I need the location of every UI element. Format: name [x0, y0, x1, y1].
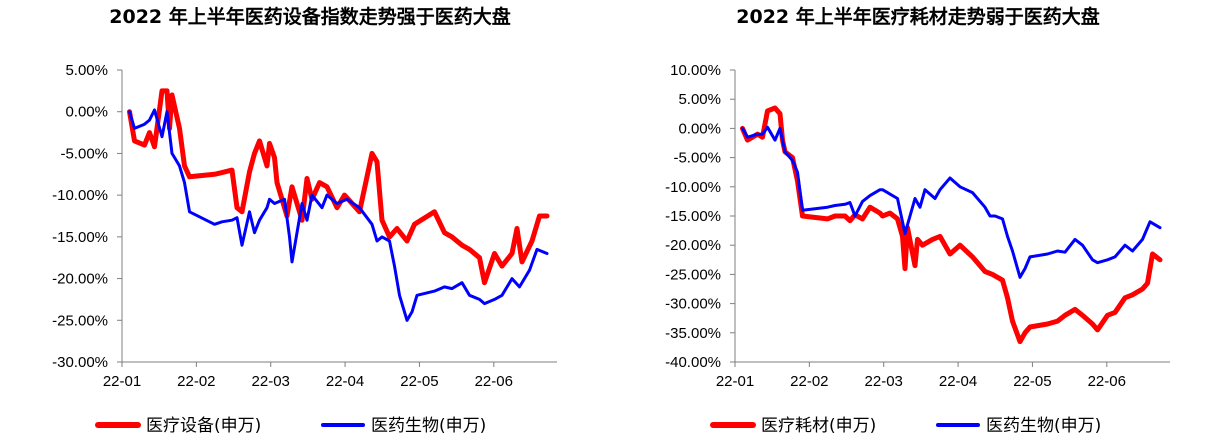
y-tick-label: 0.00% [678, 120, 721, 137]
y-tick-label: -15.00% [52, 229, 108, 246]
x-tick-label: 22-04 [326, 373, 364, 390]
legend-label: 医药生物(申万) [371, 416, 486, 436]
y-tick-label: -15.00% [665, 208, 721, 225]
x-tick-label: 22-02 [790, 373, 828, 390]
legend-label: 医疗耗材(申万) [761, 416, 876, 436]
y-tick-label: -40.00% [665, 354, 721, 371]
y-tick-label: 0.00% [65, 104, 108, 121]
x-tick-label: 22-01 [103, 373, 141, 390]
x-tick-label: 22-01 [716, 373, 754, 390]
y-tick-label: -30.00% [665, 296, 721, 313]
y-tick-label: -10.00% [665, 179, 721, 196]
x-tick-label: 22-06 [475, 373, 513, 390]
y-tick-label: -10.00% [52, 187, 108, 204]
y-tick-label: -25.00% [52, 312, 108, 329]
y-tick-label: 5.00% [65, 62, 108, 79]
y-tick-label: -5.00% [673, 150, 721, 167]
x-tick-label: 22-02 [177, 373, 215, 390]
y-tick-label: 5.00% [678, 91, 721, 108]
chart-right: 2022 年上半年医疗耗材走势弱于医药大盘 10.00% 5.00% 0.00% -5… [665, 5, 1170, 436]
y-tick-label: -5.00% [60, 145, 108, 162]
y-tick-label: -35.00% [665, 325, 721, 342]
y-tick-label: -30.00% [52, 354, 108, 371]
series-line-1 [128, 108, 549, 322]
x-tick-label: 22-03 [865, 373, 903, 390]
y-tick-label: -20.00% [665, 237, 721, 254]
x-tick-label: 22-06 [1088, 373, 1126, 390]
x-tick-label: 22-05 [400, 373, 438, 390]
chart-right-title: 2022 年上半年医疗耗材走势弱于医药大盘 [736, 5, 1100, 28]
y-tick-label: -25.00% [665, 266, 721, 283]
x-tick-label: 22-05 [1013, 373, 1051, 390]
series-line-0 [127, 88, 550, 286]
legend-label: 医药生物(申万) [986, 416, 1101, 436]
legend-label: 医疗设备(申万) [146, 416, 261, 436]
x-tick-label: 22-03 [252, 373, 290, 390]
series-line-0 [740, 105, 1163, 345]
series-line-1 [741, 125, 1162, 279]
y-tick-label: 10.00% [670, 62, 721, 79]
chart-left: 2022 年上半年医药设备指数走势强于医药大盘 5.00% 0.00% -5.00%… [52, 5, 557, 436]
y-tick-label: -20.00% [52, 271, 108, 288]
x-tick-label: 22-04 [939, 373, 977, 390]
chart-left-title: 2022 年上半年医药设备指数走势强于医药大盘 [109, 5, 511, 28]
